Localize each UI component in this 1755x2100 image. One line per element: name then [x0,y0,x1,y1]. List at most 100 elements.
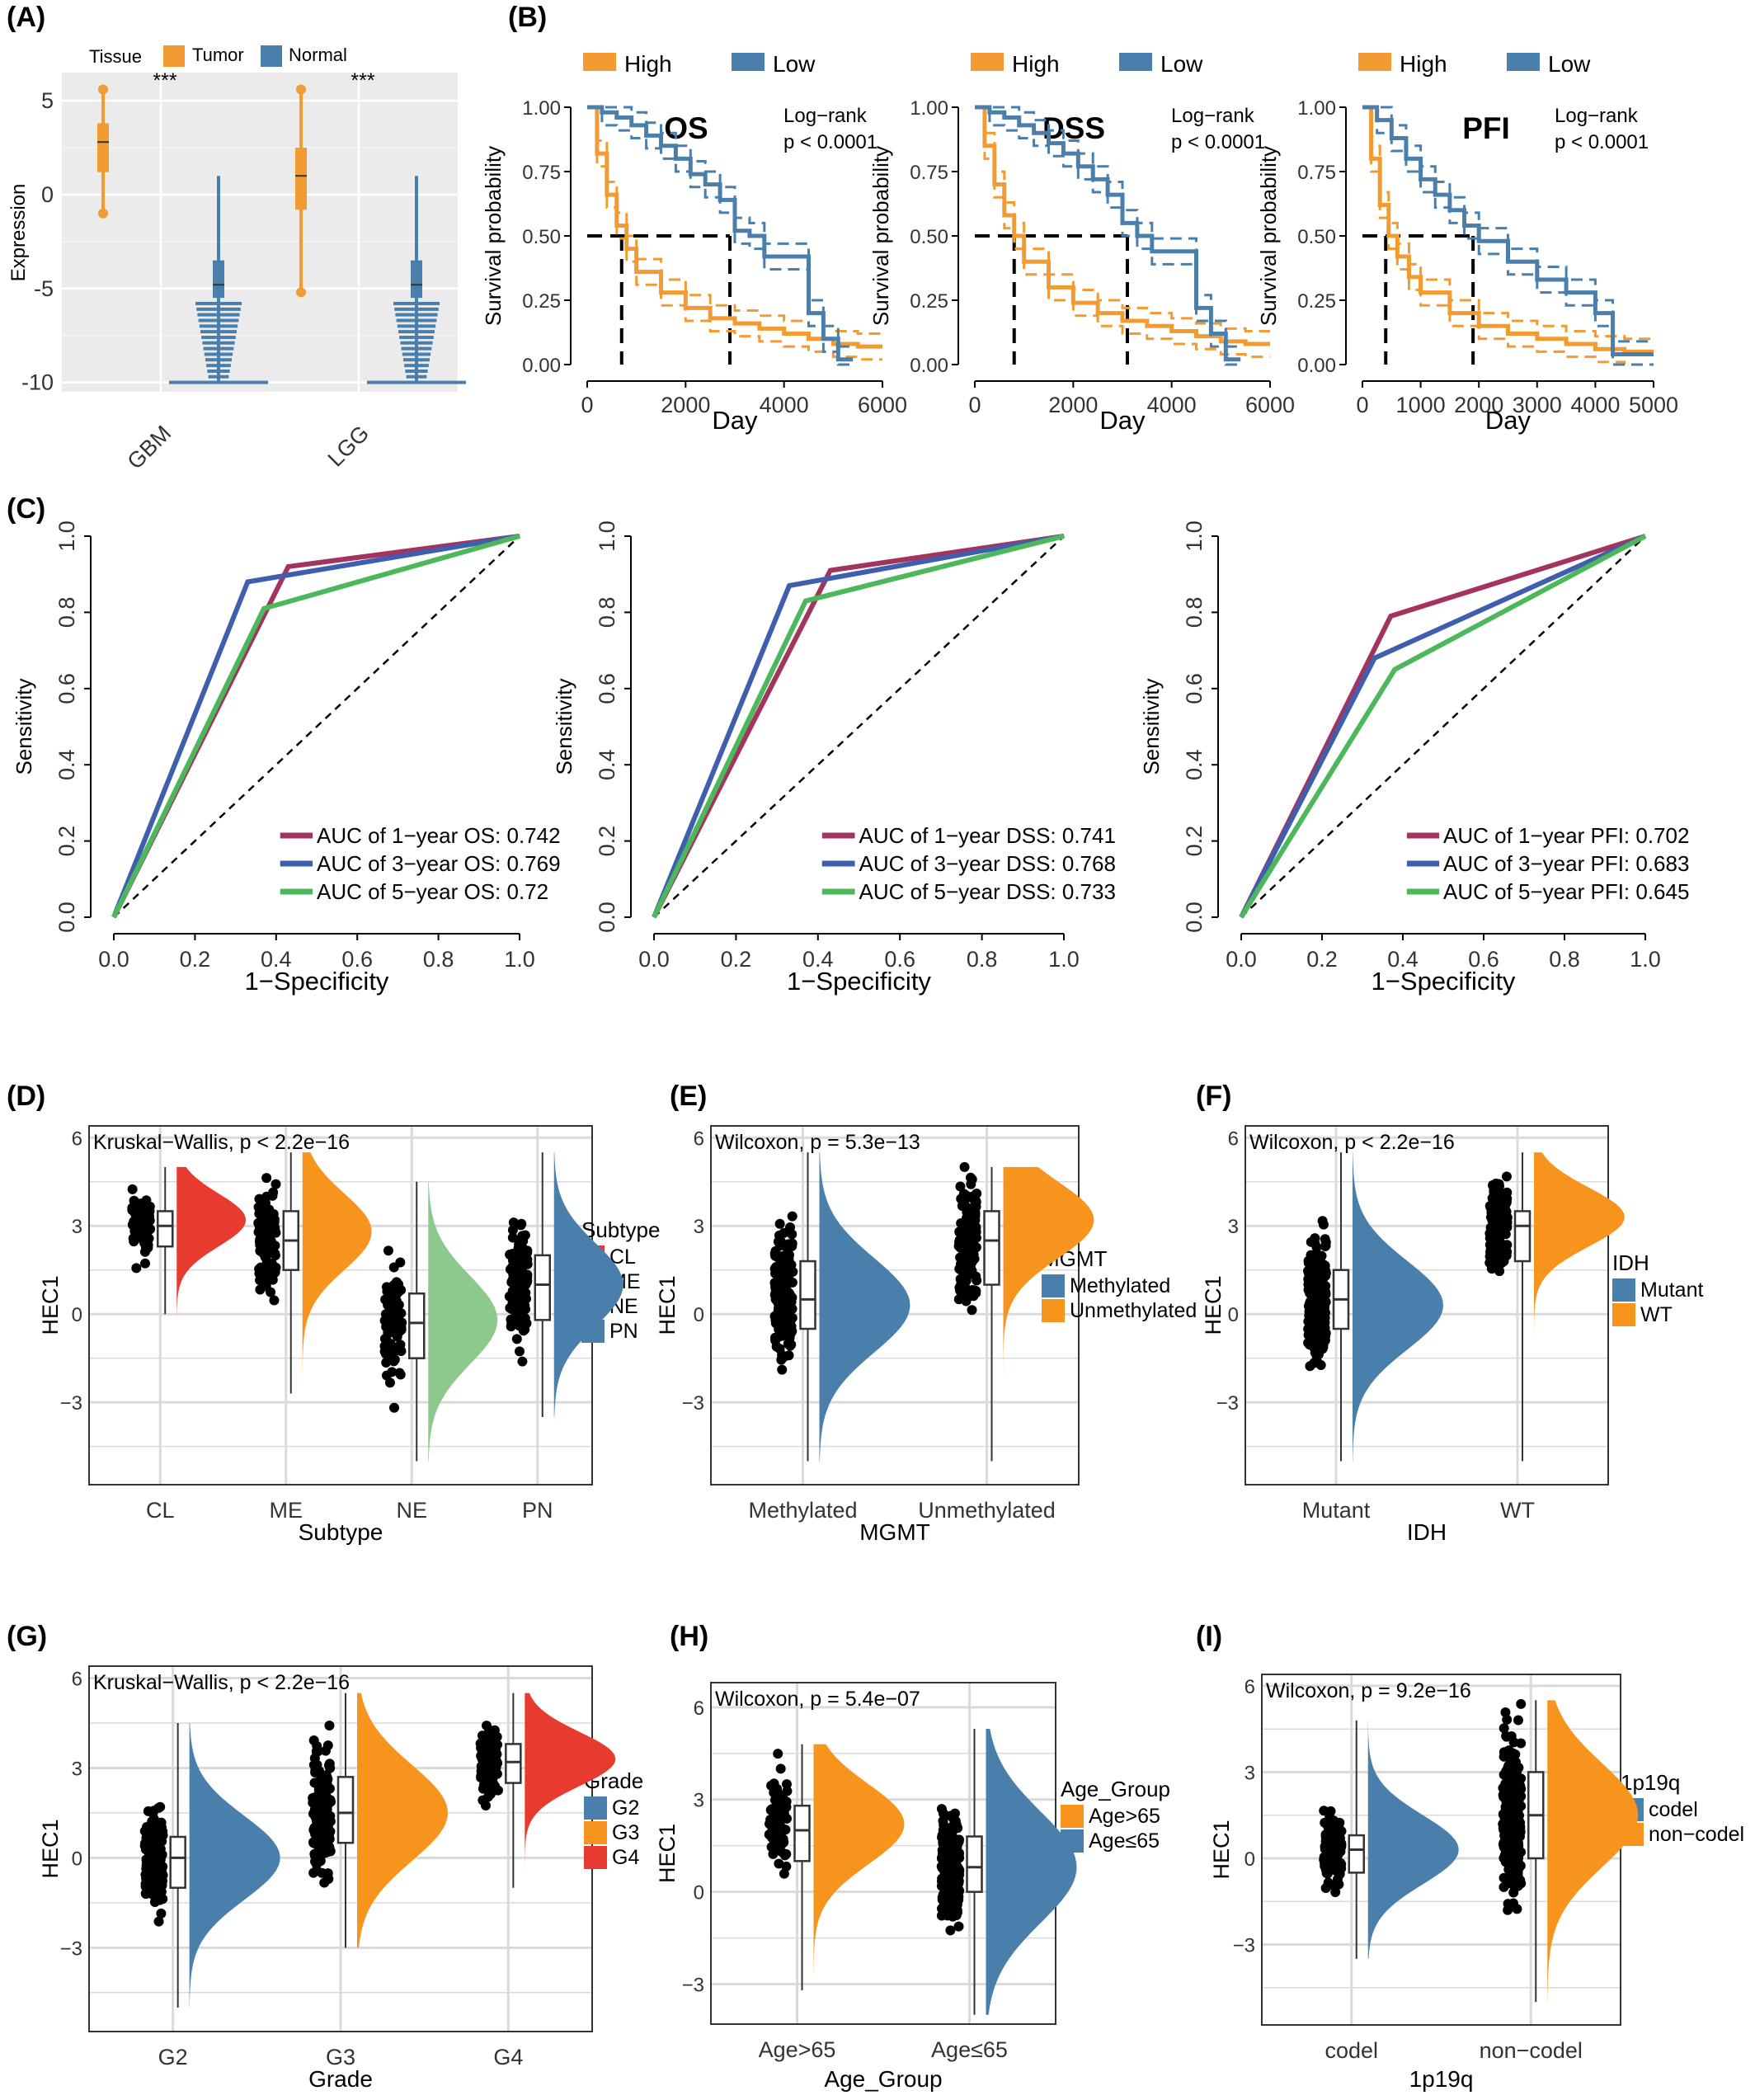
y-axis-label: Survival probability [868,146,893,326]
x-tick-label: 4000 [1570,393,1620,417]
logrank-p-value: p < 0.0001 [1555,131,1649,153]
x-tick-label: 0.0 [1226,947,1257,972]
x-tick-label: 0.8 [423,947,454,972]
data-point [1316,1269,1327,1280]
data-point [506,1319,517,1330]
x-tick-label: 0.6 [1468,947,1499,972]
legend-label: AUC of 5−year OS: 0.72 [317,879,548,904]
data-point [381,1335,392,1345]
data-point [969,1206,980,1217]
legend-label: AUC of 3−year OS: 0.769 [317,851,561,876]
data-point [143,1226,153,1236]
data-point [959,1161,970,1172]
legend-title: Tissue [89,46,142,67]
data-point [1508,1798,1519,1809]
data-point [967,1174,977,1184]
legend-label: AUC of 1−year PFI: 0.702 [1443,823,1689,848]
data-point [1312,1356,1323,1367]
x-tick-label: 0.2 [1306,947,1338,972]
data-point [1499,1792,1509,1802]
data-point [383,1300,393,1311]
data-point [522,1245,533,1256]
y-tick-label: 0.75 [1297,162,1336,184]
data-point [391,1277,402,1288]
data-point [517,1356,528,1367]
data-point [940,1834,951,1844]
data-point [487,1728,498,1739]
data-point [1501,1731,1512,1742]
x-axis-label: 1−Specificity [1372,967,1516,996]
y-tick-label: 6 [72,1128,82,1150]
roc-curve [652,534,1065,919]
data-point [1502,1212,1513,1223]
legend-label: High [624,51,672,77]
violin-half [428,1181,498,1462]
data-point [1508,1855,1519,1866]
data-point [1319,1806,1329,1816]
data-point [256,1266,267,1277]
statistic-label: Kruskal−Wallis, p < 2.2e−16 [93,1131,350,1154]
data-point [317,1867,327,1878]
panel-label: (F) [1196,1081,1231,1112]
data-point [155,1801,166,1812]
outlier-point [296,84,306,95]
survival-title: OS [664,111,708,145]
data-point [781,1801,792,1812]
data-point [781,1273,792,1283]
data-point [774,1218,785,1229]
x-tick-label: CL [146,1498,175,1523]
data-point [508,1217,519,1228]
data-point [1311,1254,1322,1264]
roc-curve [111,534,520,919]
x-axis-label: 1−Specificity [245,967,389,996]
data-point [147,1882,158,1893]
plot-border [1244,1125,1609,1486]
data-point [937,1862,948,1873]
data-point [953,1864,964,1875]
y-tick-label: 0.2 [595,826,619,857]
data-point [1319,1282,1329,1292]
data-point [949,1808,960,1819]
data-point [514,1241,525,1252]
y-tick-label: 0.75 [910,162,948,184]
data-point [957,1255,967,1266]
y-tick-label: 0 [1244,1848,1255,1871]
x-tick-label: 0 [581,393,593,417]
data-point [310,1811,321,1822]
data-point [1320,1817,1330,1828]
data-point [785,1326,796,1337]
data-point [769,1278,780,1288]
data-point [261,1173,272,1184]
data-point [383,1245,393,1256]
violin-half [1534,1152,1625,1462]
legend-label: non−codel [1649,1823,1744,1846]
outlier-point [296,287,306,298]
survival-curve-low [975,105,1241,362]
data-point [260,1252,271,1263]
data-point [513,1273,524,1283]
data-point [131,1263,142,1274]
data-point [967,1265,977,1276]
data-point [1320,1882,1331,1893]
y-tick-label: −3 [1233,1934,1255,1956]
confidence-band-low [1362,106,1654,366]
box [408,1292,426,1359]
data-point [255,1284,266,1295]
data-point [1499,1723,1509,1734]
data-point [1499,1829,1510,1840]
data-point [971,1196,981,1207]
y-tick-label: −3 [1216,1392,1239,1415]
y-tick-label: 0 [694,1882,704,1905]
x-tick-label: 0.2 [180,947,211,972]
y-tick-label: -10 [21,370,54,395]
y-tick-label: 0.4 [595,749,619,780]
legend-key [1612,1303,1635,1326]
data-point [143,1871,153,1881]
data-point [1327,1819,1338,1829]
data-point [317,1848,327,1858]
statistic-label: Wilcoxon, p < 2.2e−16 [1249,1131,1455,1154]
y-tick-label: 0.0 [595,902,619,933]
panel-label: (H) [670,1621,708,1652]
significance-mark: *** [153,69,176,92]
panel-a-background [62,73,458,392]
